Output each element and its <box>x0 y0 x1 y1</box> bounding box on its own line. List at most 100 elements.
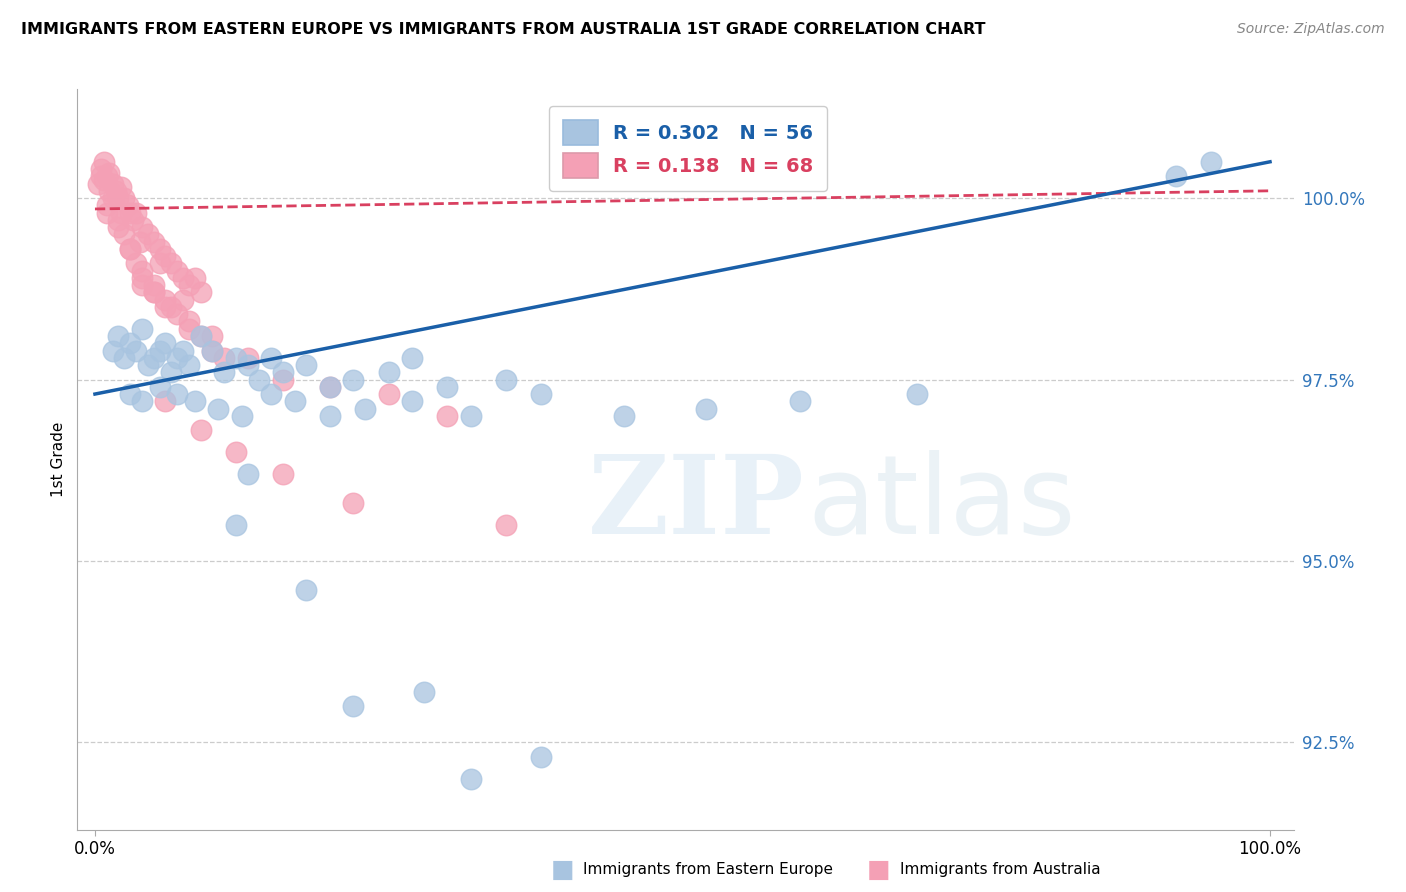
Text: Source: ZipAtlas.com: Source: ZipAtlas.com <box>1237 22 1385 37</box>
Point <box>131 263 153 277</box>
Point <box>90 162 112 177</box>
Point <box>436 409 458 423</box>
Point <box>212 365 235 379</box>
Point <box>107 220 129 235</box>
Point <box>112 227 135 242</box>
Point <box>377 387 399 401</box>
Point <box>1164 169 1187 184</box>
Point <box>142 351 165 365</box>
Point <box>184 394 207 409</box>
Point <box>212 351 235 365</box>
Point <box>495 372 517 386</box>
Point <box>184 271 207 285</box>
Point <box>319 380 342 394</box>
Point <box>107 191 129 205</box>
Point <box>319 409 342 423</box>
Point <box>249 372 271 386</box>
Point <box>695 401 717 416</box>
Point <box>160 365 183 379</box>
Point <box>319 380 342 394</box>
Point <box>172 343 194 358</box>
Point <box>96 198 118 212</box>
Point <box>160 256 183 270</box>
Point <box>125 205 148 219</box>
Text: IMMIGRANTS FROM EASTERN EUROPE VS IMMIGRANTS FROM AUSTRALIA 1ST GRADE CORRELATIO: IMMIGRANTS FROM EASTERN EUROPE VS IMMIGR… <box>21 22 986 37</box>
Point <box>225 445 247 459</box>
Point <box>207 401 229 416</box>
Point <box>142 285 165 300</box>
Point <box>149 343 172 358</box>
Point <box>149 242 172 256</box>
Point <box>460 409 482 423</box>
Point <box>160 300 183 314</box>
Point <box>295 358 318 372</box>
Point <box>131 278 153 293</box>
Point <box>436 380 458 394</box>
Point <box>377 365 399 379</box>
Point <box>225 351 247 365</box>
Point <box>105 184 128 198</box>
Text: ■: ■ <box>551 858 574 881</box>
Point <box>172 271 194 285</box>
Point <box>120 205 142 219</box>
Text: Immigrants from Australia: Immigrants from Australia <box>900 863 1101 877</box>
Point <box>107 212 129 227</box>
Point <box>177 358 200 372</box>
Point <box>93 173 115 187</box>
Point <box>125 343 148 358</box>
Point <box>342 699 364 714</box>
Point <box>236 351 259 365</box>
Legend: R = 0.302   N = 56, R = 0.138   N = 68: R = 0.302 N = 56, R = 0.138 N = 68 <box>550 106 827 191</box>
Point <box>236 467 259 481</box>
Point <box>131 271 153 285</box>
Point <box>142 235 165 249</box>
Point <box>166 307 188 321</box>
Point <box>120 242 142 256</box>
Point <box>271 365 294 379</box>
Point <box>121 212 143 227</box>
Point <box>128 235 150 249</box>
Point <box>190 329 212 343</box>
Point <box>120 336 142 351</box>
Point <box>90 169 112 184</box>
Point <box>271 372 294 386</box>
Point <box>155 249 177 263</box>
Text: atlas: atlas <box>807 450 1076 558</box>
Point <box>155 293 177 307</box>
Point <box>149 256 172 270</box>
Point <box>201 343 224 358</box>
Point <box>155 300 177 314</box>
Point <box>166 387 188 401</box>
Point <box>166 263 188 277</box>
Point <box>98 184 121 198</box>
Point <box>131 220 153 235</box>
Point <box>96 205 118 219</box>
Point <box>354 401 377 416</box>
Point <box>110 180 132 194</box>
Point <box>177 278 200 293</box>
Point <box>149 380 172 394</box>
Text: ■: ■ <box>868 858 890 881</box>
Point <box>271 467 294 481</box>
Point <box>131 394 153 409</box>
Point <box>87 177 110 191</box>
Point <box>136 227 159 242</box>
Point <box>907 387 929 401</box>
Point <box>101 343 124 358</box>
Point <box>101 191 124 205</box>
Point <box>530 387 553 401</box>
Point <box>190 329 212 343</box>
Point <box>231 409 253 423</box>
Point <box>236 358 259 372</box>
Point <box>530 750 553 764</box>
Point <box>136 358 159 372</box>
Point <box>177 314 200 328</box>
Point <box>120 242 142 256</box>
Point <box>789 394 811 409</box>
Point <box>155 394 177 409</box>
Point <box>96 169 118 184</box>
Point <box>342 496 364 510</box>
Point <box>401 394 423 409</box>
Point <box>1199 154 1222 169</box>
Point <box>284 394 307 409</box>
